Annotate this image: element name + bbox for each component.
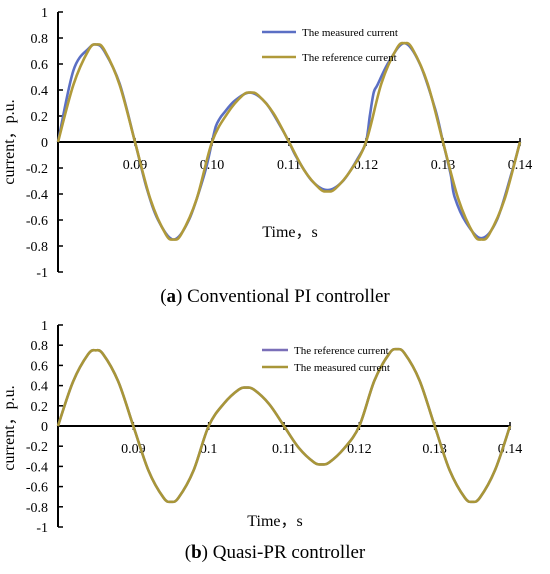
y-tick-label: 0.8 — [31, 339, 49, 354]
y-tick-label: -1 — [36, 521, 48, 536]
y-tick-label: 0.2 — [31, 400, 49, 415]
caption-b-letter: b — [191, 542, 202, 563]
y-tick-label: 1 — [41, 319, 48, 334]
y-axis-title: current，p.u. — [1, 385, 18, 470]
x-tick-label: 0.11 — [272, 442, 296, 457]
legend-label: The measured current — [294, 362, 390, 374]
y-tick-label: -0.6 — [26, 214, 48, 229]
chart-panel-b: 10.80.60.40.20-0.2-0.4-0.6-0.8-10.09 0.1 0… — [1, 319, 522, 536]
chart-panel-a: 10.80.60.40.20-0.2-0.4-0.6-0.8-10.09 0.10… — [1, 6, 532, 281]
caption-b: (b) Quasi-PR controller — [184, 542, 366, 563]
y-tick-label: -0.4 — [26, 188, 48, 203]
series-line-measured — [56, 347, 512, 504]
y-tick-label: -0.2 — [26, 162, 48, 177]
caption-b-text: Quasi-PR controller — [207, 542, 366, 563]
y-tick-label: 0 — [41, 420, 48, 435]
x-tick-label: 0.1 — [200, 442, 218, 457]
y-tick-label: 1 — [41, 6, 48, 21]
x-tick-label: 0.11 — [277, 158, 301, 173]
y-tick-label: -0.2 — [26, 440, 48, 455]
y-tick-label: -0.4 — [26, 460, 48, 475]
x-axis-title: Time，s — [262, 224, 317, 241]
y-tick-label: 0 — [41, 136, 48, 151]
y-axis-title: current，p.u. — [1, 99, 18, 184]
caption-a: (a) Conventional PI controller — [160, 286, 390, 307]
y-tick-label: 0.6 — [31, 359, 49, 374]
y-tick-label: -0.8 — [26, 240, 48, 255]
y-tick-label: 0.2 — [31, 110, 49, 125]
caption-a-letter: a — [166, 286, 177, 307]
legend-label: The reference current — [302, 52, 397, 64]
y-tick-label: 0.8 — [31, 32, 49, 47]
caption-a-text: Conventional PI controller — [182, 286, 390, 307]
y-tick-label: -0.8 — [26, 501, 48, 516]
y-tick-label: -0.6 — [26, 481, 48, 496]
x-tick-label: 0.12 — [347, 442, 372, 457]
legend-label: The reference current — [294, 345, 389, 357]
y-tick-label: -1 — [36, 266, 48, 281]
series-line-reference — [56, 41, 522, 241]
legend-label: The measured current — [302, 27, 398, 39]
x-tick-label: 0.12 — [354, 158, 379, 173]
x-axis-title: Time，s — [247, 513, 302, 530]
y-tick-label: 0.6 — [31, 58, 49, 73]
y-tick-label: 0.4 — [31, 380, 49, 395]
y-tick-label: 0.4 — [31, 84, 49, 99]
